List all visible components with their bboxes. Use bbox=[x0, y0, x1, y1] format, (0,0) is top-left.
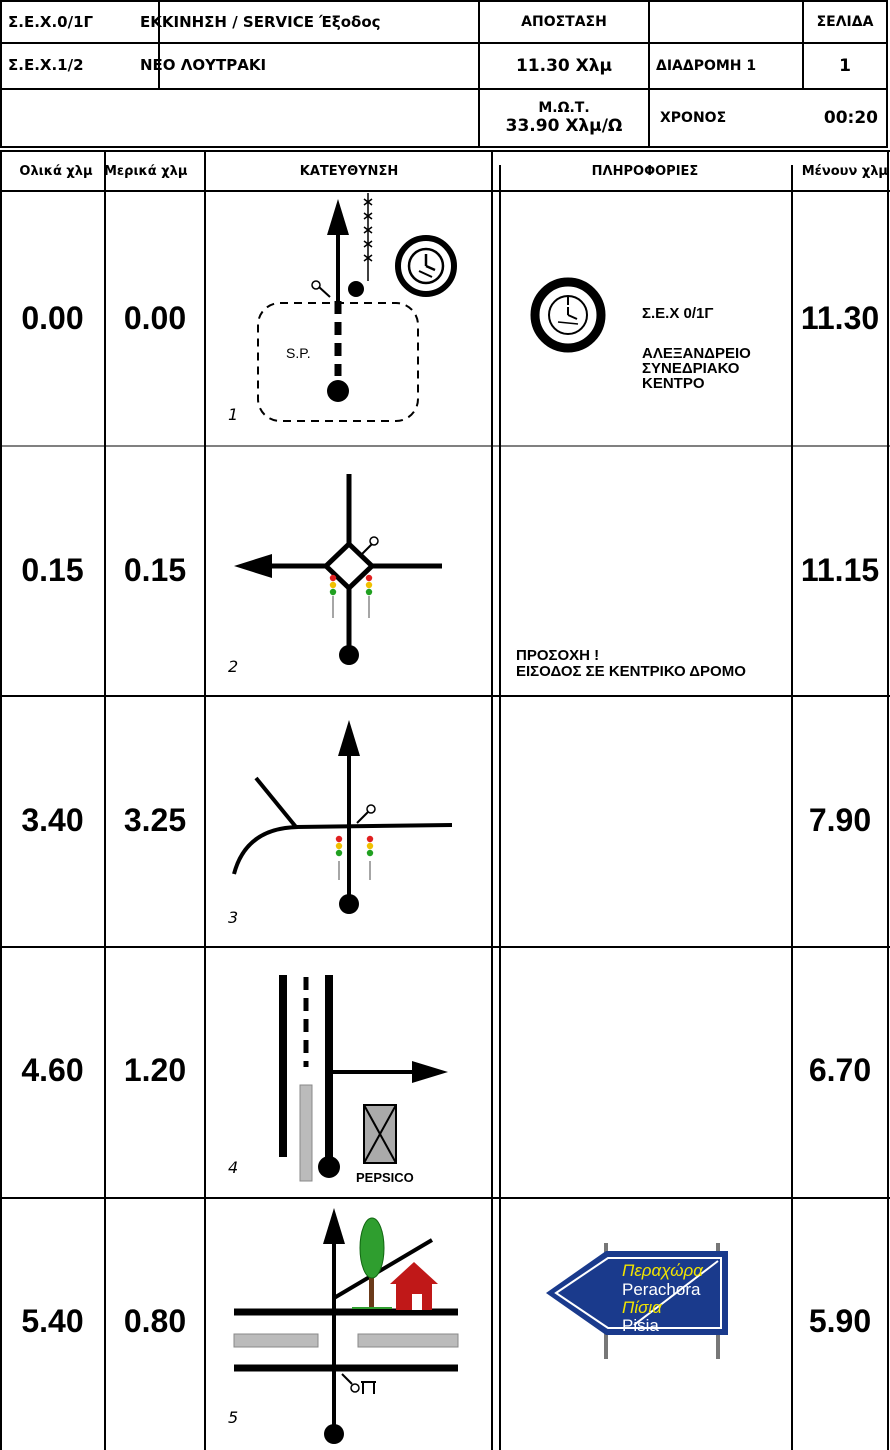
row-3-partial-km: 3.25 bbox=[123, 802, 187, 838]
avg-speed-cell: Μ.Ω.Τ. 33.90 Χλμ/Ω bbox=[478, 88, 650, 148]
col-total-km-text: Ολικά χλμ bbox=[19, 163, 93, 179]
row-4-building-icon bbox=[363, 1104, 397, 1164]
row-4-pepsico-diagram: PEPSICO bbox=[279, 975, 448, 1185]
row-2-total-km: 0.15 bbox=[21, 552, 84, 588]
stage-code-2-text: Σ.Ε.Χ.1/2 bbox=[8, 56, 84, 74]
avg-speed-value: 33.90 Χλμ/Ω bbox=[505, 116, 623, 136]
avg-speed-label: Μ.Ω.Τ. bbox=[538, 100, 590, 116]
row-5-road-sign: Περαχώρα Perachora Πίσια Pisia bbox=[546, 1243, 728, 1359]
row-3-traffic-light-right bbox=[366, 835, 374, 880]
row-1-info-line-3: ΚΕΝΤΡΟ bbox=[642, 375, 705, 392]
row-5-remaining-km: 5.90 bbox=[808, 1303, 872, 1339]
time-value: 00:20 bbox=[768, 88, 888, 148]
stage-code-1-text: Σ.Ε.Χ.0/1Γ bbox=[8, 13, 94, 31]
row-2-info-line-1: ΠΡΟΣΟΧΗ ! bbox=[516, 647, 600, 664]
row-4-partial-km: 1.20 bbox=[123, 1052, 187, 1088]
row-5-total-km: 5.40 bbox=[21, 1303, 84, 1339]
row-2-info-line-2: ΕΙΣΟΔΟΣ ΣΕ ΚΕΝΤΡΙΚΟ ΔΡΟΜΟ bbox=[516, 663, 746, 680]
col-info-text: ΠΛΗΡΟΦΟΡΙΕΣ bbox=[591, 163, 699, 179]
row-5-village-diagram bbox=[233, 1208, 459, 1444]
row-2-traffic-light-left bbox=[329, 574, 337, 618]
col-remaining-km: Μένουν χλμ bbox=[792, 152, 888, 190]
row-3-traffic-light-left bbox=[335, 835, 343, 880]
row-5-sign-text-4: Pisia bbox=[622, 1316, 659, 1335]
row-5-sign-text-2: Perachora bbox=[622, 1280, 701, 1299]
col-direction-text: ΚΑΤΕΥΘΥΝΣΗ bbox=[299, 163, 399, 179]
row-2-remaining-km: 11.15 bbox=[800, 552, 880, 588]
row-4-remaining-km: 6.70 bbox=[808, 1052, 872, 1088]
row-1-clock-icon bbox=[395, 235, 457, 297]
row-3-step-number: 3 bbox=[228, 908, 239, 927]
col-partial-km: Μερικά χλμ bbox=[104, 152, 204, 190]
row-5-sign-text-1: Περαχώρα bbox=[622, 1261, 704, 1280]
row-4-total-km: 4.60 bbox=[21, 1052, 84, 1088]
col-info: ΠΛΗΡΟΦΟΡΙΕΣ bbox=[500, 152, 790, 190]
col-total-km: Ολικά χλμ bbox=[6, 152, 106, 190]
row-1-time-control-icon bbox=[530, 277, 606, 353]
stage-title-1-text: ΕΚΚΙΝΗΣΗ / SERVICE Έξοδος bbox=[140, 13, 381, 31]
col-direction: ΚΑΤΕΥΘΥΝΣΗ bbox=[206, 152, 492, 190]
row-3-remaining-km: 7.90 bbox=[808, 802, 872, 838]
row-3-total-km: 3.40 bbox=[21, 802, 84, 838]
row-1-info-code: Σ.Ε.Χ 0/1Γ bbox=[642, 305, 714, 322]
col-partial-km-text: Μερικά χλμ bbox=[104, 163, 188, 179]
row-2-roundabout-diagram bbox=[234, 474, 442, 665]
stage-code-1: Σ.Ε.Χ.0/1Γ bbox=[0, 0, 160, 44]
stage-title-2-text: ΝΕΟ ΛΟΥΤΡΑΚΙ bbox=[140, 56, 267, 74]
row-4-step-number: 4 bbox=[228, 1158, 239, 1177]
row-1-info-line-1: ΑΛΕΞΑΝΔΡΕΙΟ bbox=[642, 345, 751, 362]
row-3-junction-diagram bbox=[232, 720, 453, 914]
row-5-tree-icon bbox=[352, 1217, 392, 1309]
row-1-partial-km: 0.00 bbox=[123, 300, 187, 336]
row-5-partial-km: 0.80 bbox=[123, 1303, 187, 1339]
row-5-sign-text-3: Πίσια bbox=[622, 1298, 663, 1317]
row-5-step-number: 5 bbox=[228, 1408, 239, 1427]
page-label-text: ΣΕΛΙΔΑ bbox=[816, 14, 874, 30]
row-1-sp-label: S.P. bbox=[286, 345, 311, 361]
row-4-pepsico-label: PEPSICO bbox=[356, 1170, 414, 1185]
row-1-info-line-2: ΣΥΝΕΔΡΙΑΚΟ bbox=[642, 360, 740, 377]
time-label: ΧΡΟΝΟΣ bbox=[648, 88, 768, 148]
row-5-house-icon bbox=[390, 1262, 438, 1310]
row-1-start-diagram: S.P. bbox=[257, 193, 457, 422]
distance-label-text: ΑΠΟΣΤΑΣΗ bbox=[521, 14, 607, 30]
route-label-text: ΔΙΑΔΡΟΜΗ 1 bbox=[656, 58, 757, 74]
time-value-text: 00:20 bbox=[823, 108, 878, 128]
row-1-remaining-km: 11.30 bbox=[800, 300, 880, 336]
row-5-restaurant-icon bbox=[361, 1381, 376, 1394]
row-1-step-number: 1 bbox=[228, 405, 239, 424]
row-2-step-number: 2 bbox=[228, 657, 239, 676]
distance-value-text: 11.30 Χλμ bbox=[515, 56, 613, 76]
time-label-text: ΧΡΟΝΟΣ bbox=[660, 110, 727, 126]
row-1-total-km: 0.00 bbox=[21, 300, 84, 336]
col-remaining-km-text: Μένουν χλμ bbox=[801, 163, 888, 179]
row-2-traffic-light-right bbox=[365, 574, 373, 618]
page-value-text: 1 bbox=[839, 56, 851, 76]
row-2-partial-km: 0.15 bbox=[123, 552, 187, 588]
